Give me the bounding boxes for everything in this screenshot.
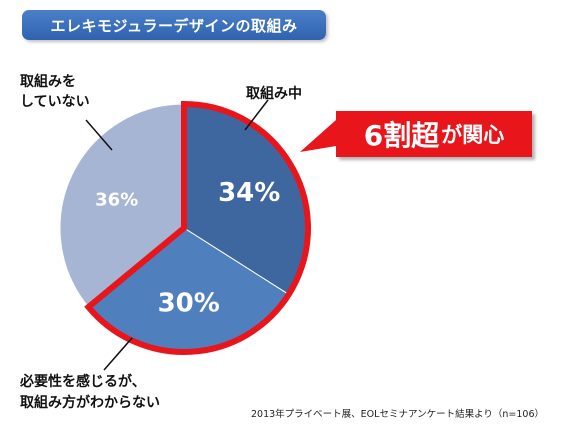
label-in-progress: 取組み中 <box>246 86 302 102</box>
value-label-2: 30% <box>158 288 220 318</box>
value-label-3: 36% <box>95 189 138 210</box>
highlight-outline <box>84 100 311 355</box>
callout-pointer <box>300 120 336 152</box>
value-label-1: 34% <box>218 178 280 208</box>
pie-slices <box>59 103 309 353</box>
source-note: 2013年プライベート展、EOLセミナアンケート結果より（n=106） <box>251 409 544 420</box>
pie-slice-3 <box>59 103 185 308</box>
leader-line-in-progress <box>244 99 269 131</box>
label-not-doing-line1: 取組みを <box>20 74 76 90</box>
label-needed-line1: 必要性を感じるが、 <box>20 374 146 390</box>
callout-main-text: 6割超 <box>363 119 440 152</box>
callout-box: 6割超 が関心 <box>336 111 532 157</box>
label-needed-line2: 取組み方がわからない <box>20 395 160 411</box>
leader-line-needed <box>103 337 133 371</box>
title-banner: エレキモジュラーデザインの取組み <box>22 10 326 40</box>
label-not-doing-line2: していない <box>20 94 90 110</box>
leader-line-not-doing <box>85 119 113 151</box>
chart-title: エレキモジュラーデザインの取組み <box>50 16 298 35</box>
value-labels: 34% 30% 36% <box>95 178 280 318</box>
callout-sub-text: が関心 <box>441 123 505 147</box>
